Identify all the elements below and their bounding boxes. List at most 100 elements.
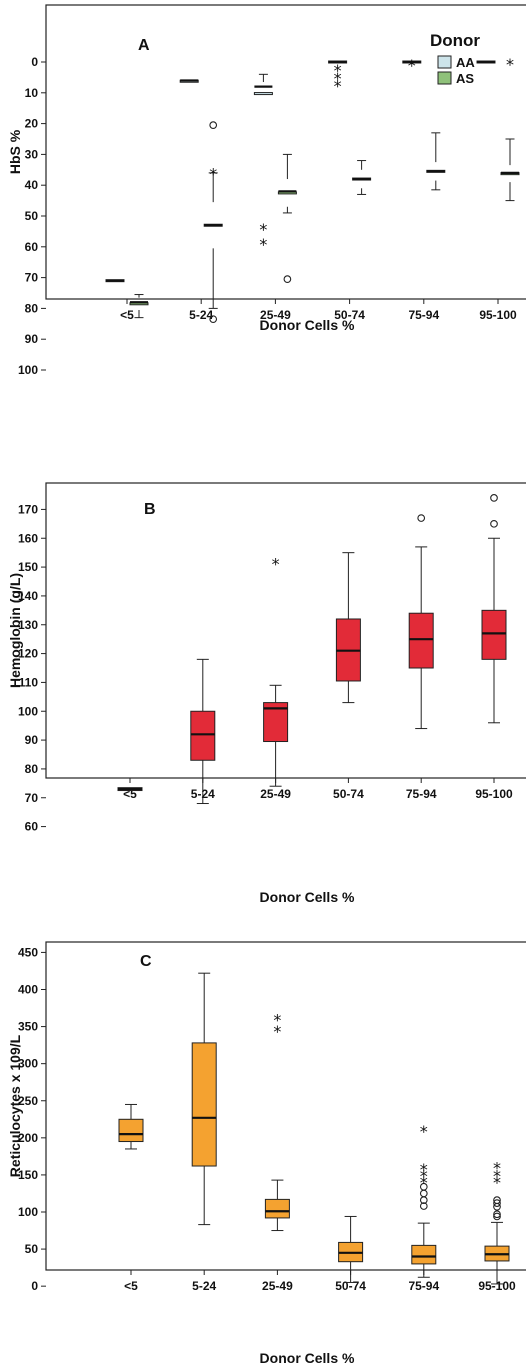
x-tick-label: 25-49	[262, 1279, 293, 1293]
outlier-circle	[493, 1196, 501, 1204]
x-tick-label: 25-49	[260, 308, 291, 322]
box-iqr	[411, 1244, 437, 1265]
box-95-100: ***	[484, 1158, 510, 1285]
x-tick-label: 95-100	[475, 787, 513, 801]
x-axis-title: Donor Cells %	[260, 889, 355, 905]
y-tick-label: 170	[18, 502, 38, 516]
box-75-94: ****	[411, 1122, 437, 1278]
x-tick-label: 75-94	[406, 787, 437, 801]
y-tick-label: 80	[25, 762, 39, 776]
legend-title: Donor	[430, 31, 480, 50]
y-tick-label: 90	[25, 332, 39, 346]
plot-frame	[45, 4, 526, 300]
box-iqr	[264, 1198, 290, 1219]
x-tick-label: 75-94	[408, 308, 439, 322]
box-50-74	[335, 552, 361, 704]
outlier-circle	[209, 121, 218, 129]
outlier-star: *	[273, 1011, 281, 1030]
y-tick-label: 20	[25, 117, 39, 131]
panel-letter: C	[140, 953, 152, 970]
y-tick-label: 350	[18, 1020, 38, 1034]
outlier-star: *	[273, 1022, 281, 1041]
y-tick-label: 200	[18, 1131, 38, 1145]
outlier-star: *	[209, 164, 217, 183]
x-tick-label: 50-74	[333, 787, 364, 801]
box-95-100: *	[500, 55, 520, 202]
y-tick-label: 130	[18, 618, 38, 632]
outlier-star: *	[259, 235, 267, 254]
outlier-circle	[419, 1202, 428, 1210]
legend-label-aa: AA	[456, 55, 475, 70]
box-50-74	[352, 160, 372, 195]
y-tick-label: 150	[18, 560, 38, 574]
box-50-74: ***	[328, 60, 348, 96]
box-25-49: **	[253, 73, 273, 254]
outlier-circle	[417, 514, 426, 522]
y-tick-label: 300	[18, 1057, 38, 1071]
y-tick-label: 80	[25, 301, 39, 315]
y-tick-label: 40	[25, 178, 39, 192]
outlier-star: *	[493, 1158, 501, 1177]
outlier-star: *	[334, 61, 342, 80]
y-tick-label: 150	[18, 1168, 38, 1182]
box-iqr	[408, 612, 434, 669]
legend-label-as: AS	[456, 71, 474, 86]
outlier-star: *	[272, 554, 280, 573]
outlier-star: *	[408, 56, 416, 75]
outlier-star: *	[493, 1173, 501, 1192]
outlier-circle	[283, 275, 292, 283]
x-tick-label: <5	[124, 1279, 138, 1293]
y-tick-label: 70	[25, 271, 39, 285]
box-<5	[118, 1103, 144, 1150]
x-tick-label: 95-100	[479, 308, 517, 322]
x-tick-label: 75-94	[408, 1279, 439, 1293]
box-iqr	[481, 609, 507, 660]
panel-letter: B	[144, 501, 156, 518]
y-tick-label: 100	[18, 1205, 38, 1219]
x-tick-label: 5-24	[189, 308, 213, 322]
series-aa: ******	[105, 56, 496, 283]
y-tick-label: 10	[25, 86, 39, 100]
outlier-star: *	[334, 77, 342, 96]
x-axis-title: Donor Cells %	[260, 1350, 355, 1366]
box-25-49: **	[264, 1011, 290, 1232]
y-tick-label: 100	[18, 704, 38, 718]
panel-a: 0 10 20 30 40 50 60 70 80 90 100 <5 5-24 25-49 50-74 75…	[7, 4, 526, 377]
y-tick-label: 100	[18, 363, 38, 377]
box-75-94: *	[402, 56, 422, 75]
y-tick-label: 60	[25, 240, 39, 254]
box-<5	[117, 787, 143, 792]
x-tick-label: 5-24	[192, 1279, 216, 1293]
outlier-star: *	[420, 1173, 428, 1192]
panel-c: 0 50 100 150 200 250 300 350 400 450 <5 5-24 25-49 50…	[7, 941, 526, 1366]
box-95-100	[481, 494, 507, 724]
box-iqr	[190, 710, 216, 761]
legend-swatch-as	[437, 71, 452, 85]
outlier-circle	[490, 519, 498, 528]
box-75-94	[426, 132, 446, 191]
y-tick-label: 0	[31, 1279, 38, 1293]
x-tick-label: <5	[120, 308, 134, 322]
outlier-star: *	[420, 1122, 428, 1141]
box-<5	[105, 279, 125, 283]
y-axis-title: Reticulocytes x 109/L	[7, 1034, 23, 1177]
y-tick-label: 90	[25, 733, 39, 747]
y-axis-title: Hemoglobin (g/L)	[7, 573, 23, 688]
box-iqr	[118, 1118, 144, 1143]
y-tick-label: 140	[18, 589, 38, 603]
outlier-circle	[490, 494, 498, 502]
x-axis-title: Donor Cells %	[260, 317, 355, 333]
x-tick-label: 50-74	[334, 308, 365, 322]
box-iqr	[253, 92, 273, 96]
box-<5	[129, 294, 149, 319]
outlier-circle	[493, 1199, 501, 1207]
box-75-94	[408, 514, 434, 730]
box-5-24: *	[203, 121, 223, 324]
box-25-49	[277, 153, 297, 283]
outlier-star: *	[506, 55, 514, 74]
box-25-49: *	[263, 554, 289, 787]
outlier-star: *	[420, 1160, 428, 1179]
box-50-74	[338, 1215, 364, 1283]
